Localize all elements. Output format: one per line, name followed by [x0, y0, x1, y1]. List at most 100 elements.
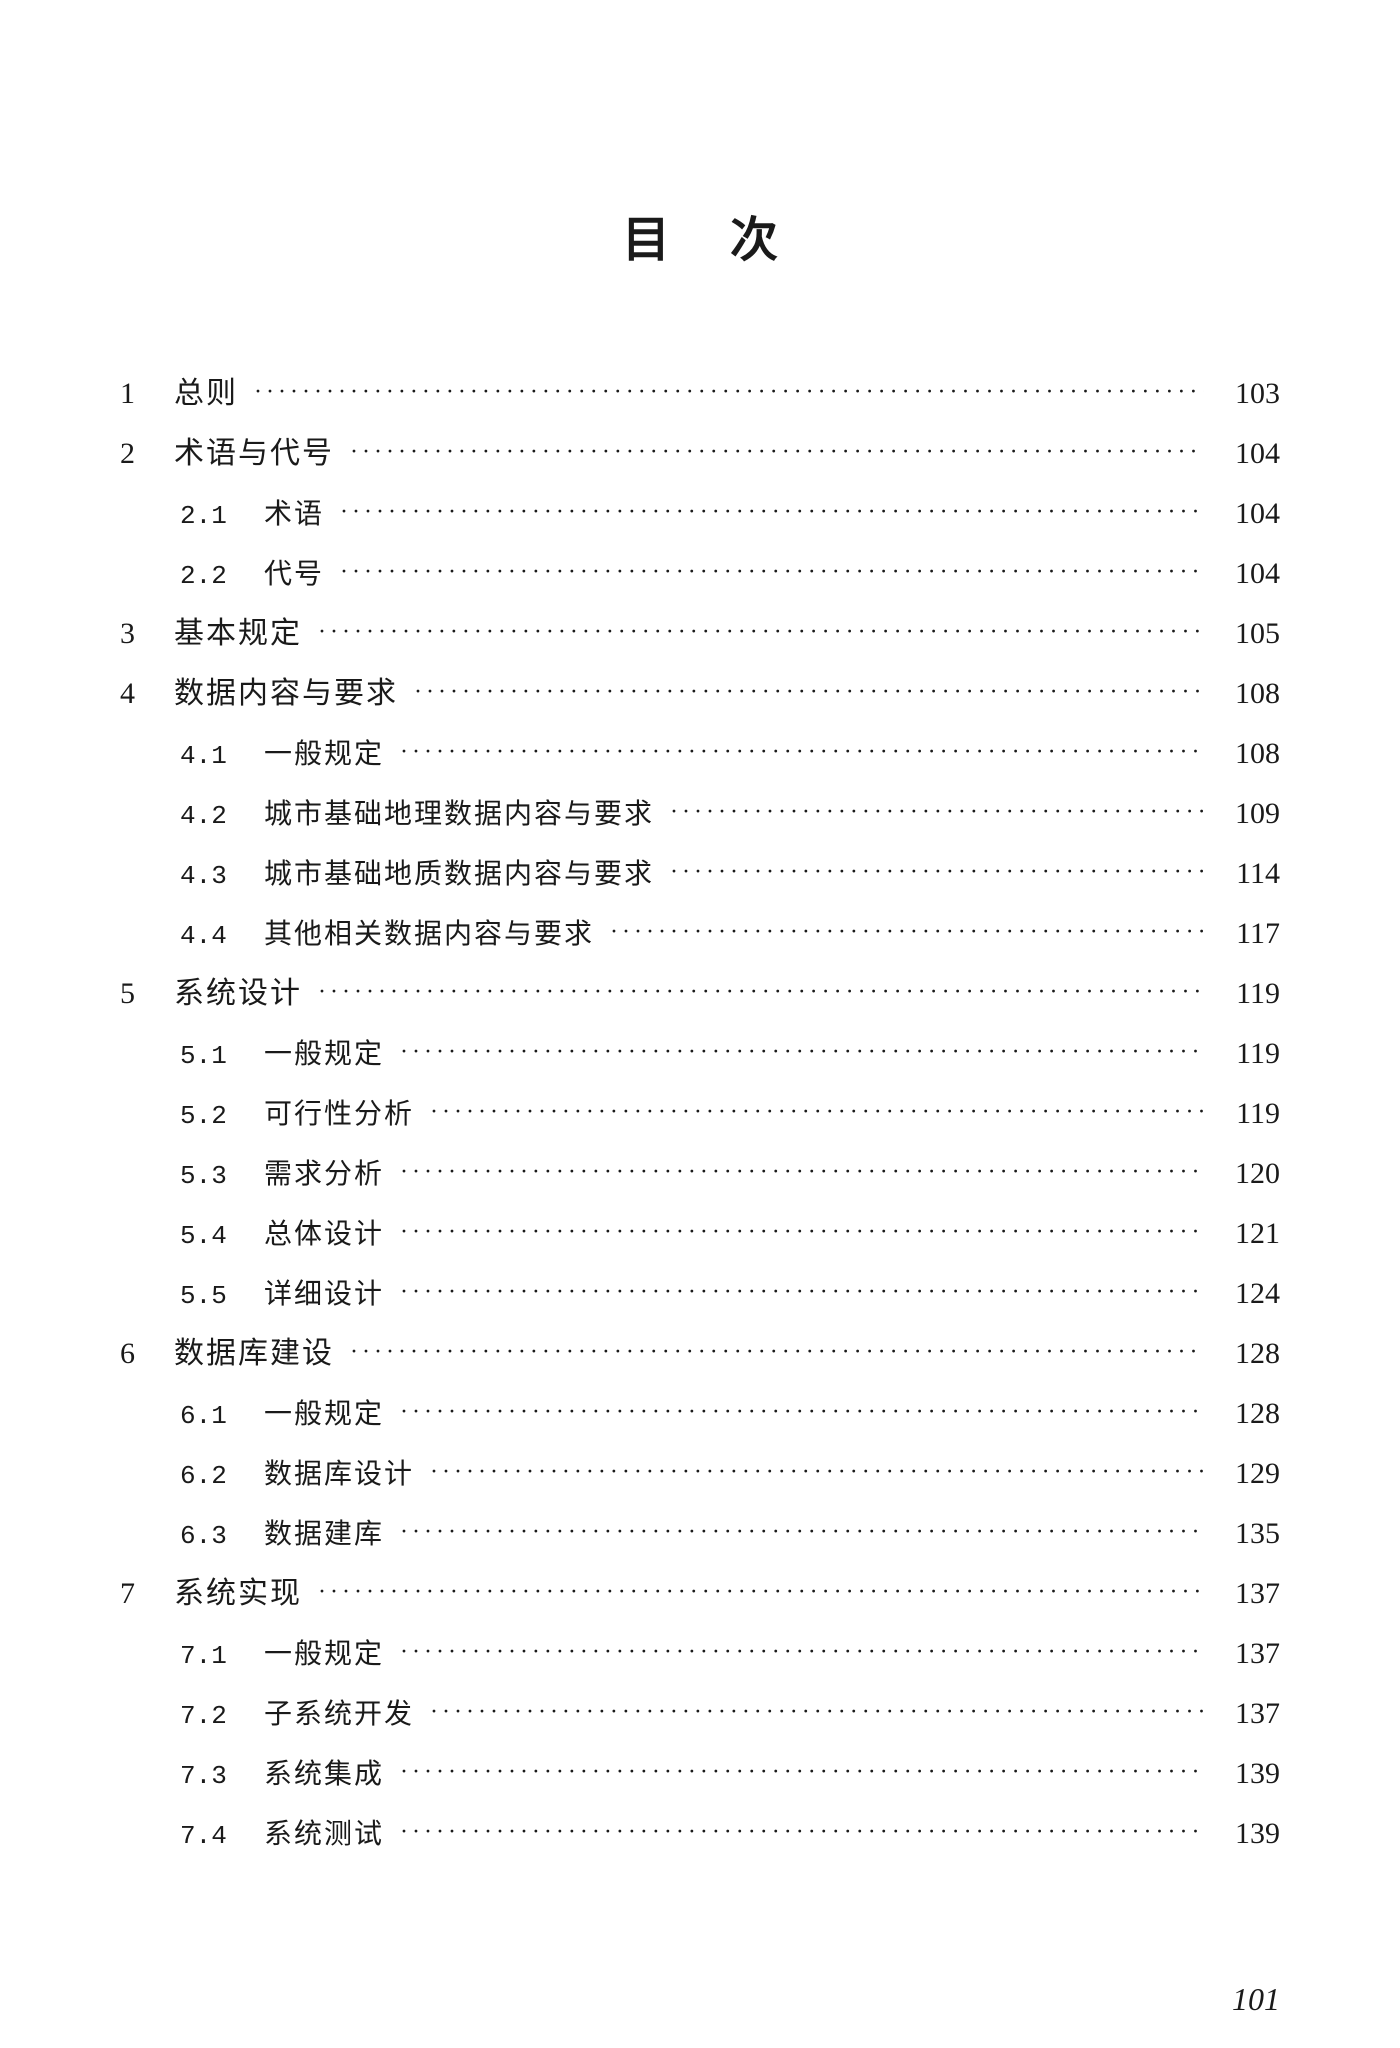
entry-page: 114: [1220, 850, 1280, 898]
dot-leader: [670, 793, 1204, 831]
dot-leader: [400, 1513, 1204, 1551]
entry-number: 4.4: [180, 916, 240, 958]
toc-entry: 5.4 总体设计 121: [120, 1210, 1280, 1258]
entry-number: 6.2: [180, 1456, 240, 1498]
entry-number: 2.1: [180, 496, 240, 538]
entry-number: 7.1: [180, 1636, 240, 1678]
dot-leader: [350, 433, 1204, 471]
toc-entry: 5.1 一般规定 119: [120, 1030, 1280, 1078]
toc-entry: 4.2城市基础地理数据内容与要求109: [120, 790, 1280, 838]
toc-entry: 4 数据内容与要求 108: [120, 670, 1280, 718]
dot-leader: [400, 1273, 1204, 1311]
entry-page: 119: [1220, 1030, 1280, 1078]
dot-leader: [318, 1573, 1204, 1611]
toc-entry: 7系统实现137: [120, 1570, 1280, 1618]
page-number: 101: [1232, 1981, 1280, 2018]
entry-number: 5.3: [180, 1156, 240, 1198]
dot-leader: [400, 1393, 1204, 1431]
dot-leader: [318, 973, 1204, 1011]
entry-number: 7.3: [180, 1756, 240, 1798]
entry-title: 总则: [174, 370, 238, 418]
entry-page: 117: [1220, 910, 1280, 958]
dot-leader: [400, 1213, 1204, 1251]
entry-page: 139: [1220, 1750, 1280, 1798]
toc-entry: 4.4 其他相关数据内容与要求 117: [120, 910, 1280, 958]
dot-leader: [400, 1153, 1204, 1191]
entry-title: 一般规定: [264, 1633, 384, 1678]
toc-entry: 2.2代号104: [120, 550, 1280, 598]
toc-entry: 2.1术语104: [120, 490, 1280, 538]
entry-page: 121: [1220, 1210, 1280, 1258]
entry-title: 术语: [264, 493, 324, 538]
toc-entry: 3基本规定105: [120, 610, 1280, 658]
entry-number: 7: [120, 1570, 150, 1618]
entry-number: 5.1: [180, 1036, 240, 1078]
entry-title: 系统实现: [174, 1570, 302, 1618]
dot-leader: [430, 1093, 1204, 1131]
dot-leader: [400, 1033, 1204, 1071]
dot-leader: [400, 1633, 1204, 1671]
dot-leader: [610, 913, 1204, 951]
dot-leader: [340, 553, 1204, 591]
toc-entry: 4.3城市基础地质数据内容与要求114: [120, 850, 1280, 898]
toc-entry: 7.3 系统集成 139: [120, 1750, 1280, 1798]
entry-title: 子系统开发: [264, 1693, 414, 1738]
entry-number: 2: [120, 430, 150, 478]
toc-entry: 7.4 系统测试 139: [120, 1810, 1280, 1858]
entry-page: 109: [1220, 790, 1280, 838]
toc-entry: 6.3数据建库135: [120, 1510, 1280, 1558]
dot-leader: [414, 673, 1204, 711]
dot-leader: [400, 1753, 1204, 1791]
entry-page: 124: [1220, 1270, 1280, 1318]
entry-number: 5.5: [180, 1276, 240, 1318]
entry-page: 120: [1220, 1150, 1280, 1198]
entry-page: 119: [1220, 970, 1280, 1018]
toc-entry: 1总则103: [120, 370, 1280, 418]
page-title: 目次: [120, 200, 1280, 270]
entry-page: 139: [1220, 1810, 1280, 1858]
entry-title: 一般规定: [264, 1393, 384, 1438]
entry-page: 108: [1220, 730, 1280, 778]
entry-number: 2.2: [180, 556, 240, 598]
entry-page: 137: [1220, 1690, 1280, 1738]
entry-title: 数据库设计: [264, 1453, 414, 1498]
entry-title: 系统集成: [264, 1753, 384, 1798]
entry-title: 总体设计: [264, 1213, 384, 1258]
dot-leader: [670, 853, 1204, 891]
entry-number: 5: [120, 970, 150, 1018]
dot-leader: [318, 613, 1204, 651]
entry-page: 104: [1220, 430, 1280, 478]
entry-number: 5.2: [180, 1096, 240, 1138]
entry-title: 术语与代号: [174, 430, 334, 478]
entry-number: 6: [120, 1330, 150, 1378]
dot-leader: [400, 733, 1204, 771]
entry-title: 系统测试: [264, 1813, 384, 1858]
entry-title: 其他相关数据内容与要求: [264, 913, 594, 958]
entry-page: 108: [1220, 670, 1280, 718]
entry-number: 6.1: [180, 1396, 240, 1438]
toc-entry: 6.1 一般规定 128: [120, 1390, 1280, 1438]
dot-leader: [254, 373, 1204, 411]
entry-number: 5.4: [180, 1216, 240, 1258]
entry-number: 7.2: [180, 1696, 240, 1738]
entry-title: 系统设计: [174, 970, 302, 1018]
entry-title: 代号: [264, 553, 324, 598]
entry-title: 一般规定: [264, 1033, 384, 1078]
entry-number: 6.3: [180, 1516, 240, 1558]
entry-title: 数据内容与要求: [174, 670, 398, 718]
toc-entry: 7.2 子系统开发 137: [120, 1690, 1280, 1738]
entry-page: 135: [1220, 1510, 1280, 1558]
toc-entry: 5.5 详细设计 124: [120, 1270, 1280, 1318]
entry-number: 3: [120, 610, 150, 658]
entry-title: 需求分析: [264, 1153, 384, 1198]
entry-number: 4: [120, 670, 150, 718]
toc-entry: 2 术语与代号 104: [120, 430, 1280, 478]
entry-number: 4.3: [180, 856, 240, 898]
entry-number: 7.4: [180, 1816, 240, 1858]
entry-page: 129: [1220, 1450, 1280, 1498]
entry-page: 128: [1220, 1390, 1280, 1438]
entry-number: 1: [120, 370, 150, 418]
toc-entry: 6数据库建设128: [120, 1330, 1280, 1378]
entry-title: 详细设计: [264, 1273, 384, 1318]
entry-title: 城市基础地理数据内容与要求: [264, 793, 654, 838]
